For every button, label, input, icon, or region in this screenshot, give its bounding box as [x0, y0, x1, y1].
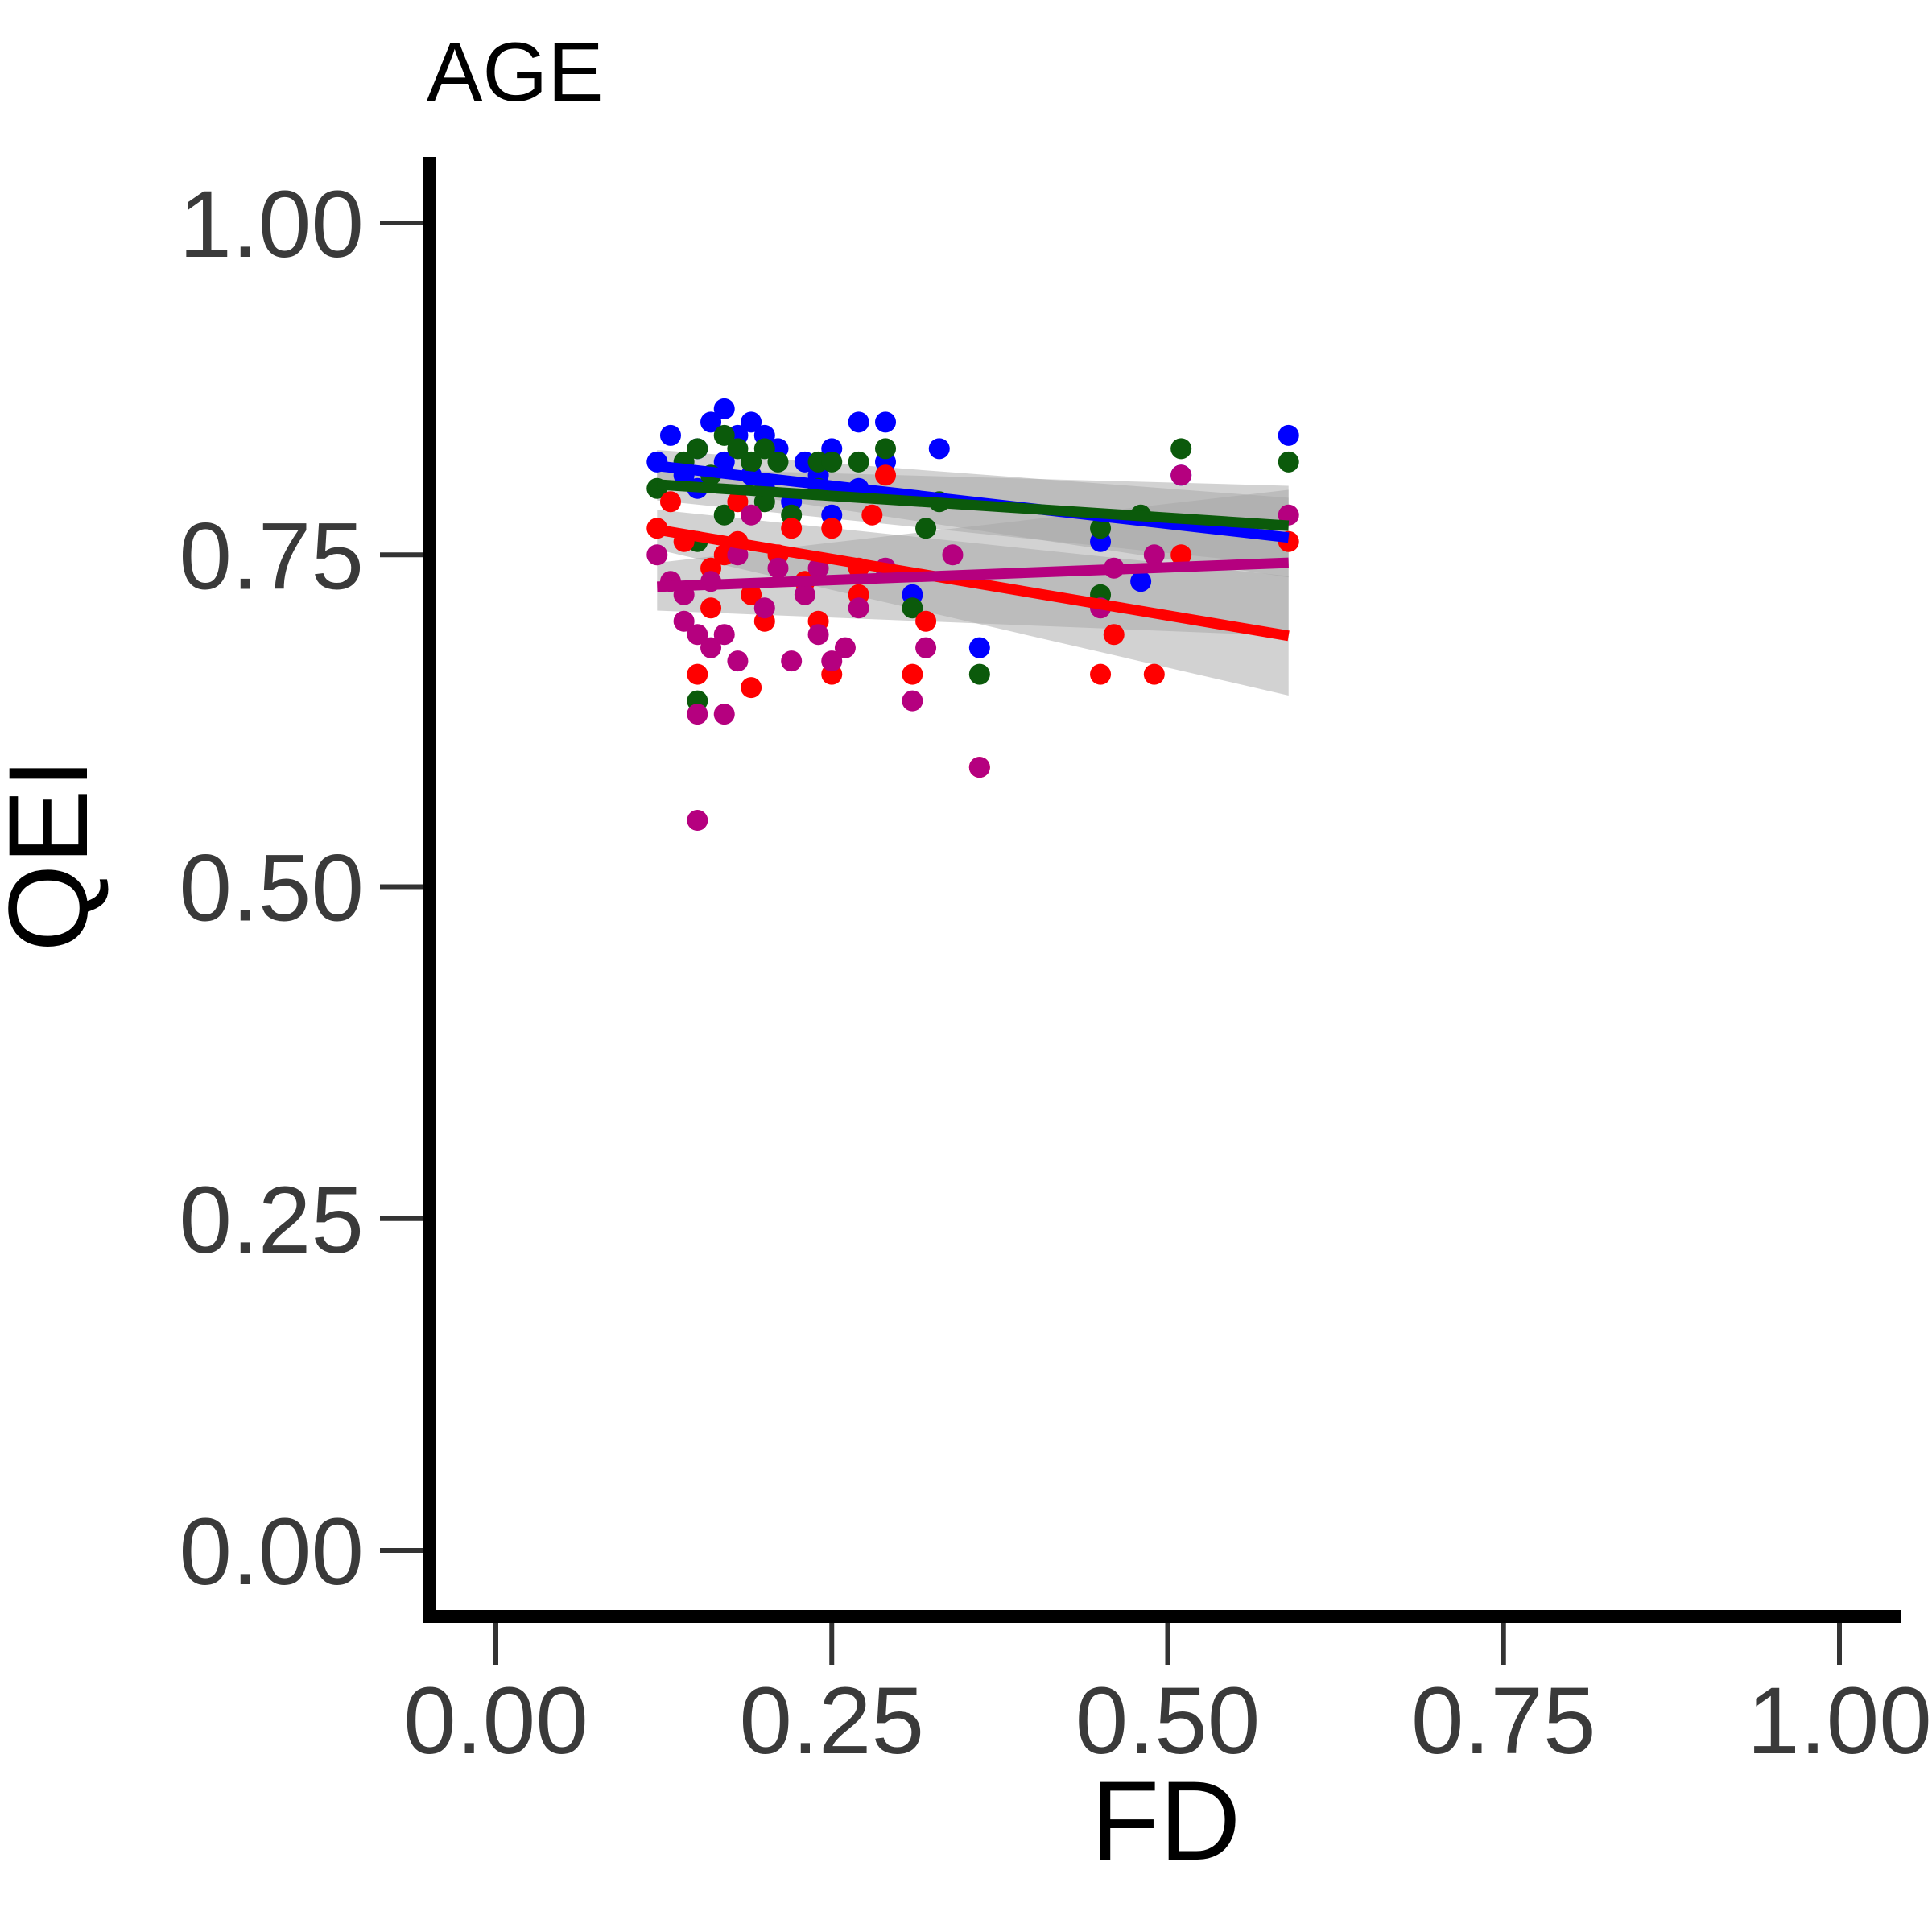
- data-point-2-7: [727, 491, 749, 513]
- x-tick-label-2: 0.50: [1075, 1668, 1261, 1774]
- fit-line-1: [656, 479, 1290, 531]
- data-point-2-3: [687, 663, 708, 685]
- data-point-0-29: [1278, 424, 1299, 446]
- x-tick-label-0: 0.00: [403, 1668, 588, 1774]
- data-point-3-31: [1170, 464, 1192, 486]
- data-point-1-19: [915, 518, 937, 539]
- data-point-3-26: [942, 544, 964, 566]
- data-point-3-4: [687, 704, 708, 725]
- data-points: [646, 398, 1299, 832]
- fit-line-3: [657, 557, 1289, 592]
- data-point-0-7: [713, 451, 735, 473]
- data-point-3-18: [807, 624, 829, 646]
- y-tick-label-1: 0.25: [179, 1167, 364, 1274]
- data-point-3-17: [794, 584, 815, 605]
- data-point-1-21: [968, 663, 990, 685]
- confidence-band-3: [657, 489, 1289, 636]
- data-point-1-8: [741, 451, 762, 473]
- data-point-1-16: [848, 451, 869, 473]
- data-point-3-6: [687, 624, 708, 646]
- data-point-0-27: [1130, 571, 1152, 592]
- data-point-2-28: [1170, 544, 1192, 566]
- data-point-0-10: [741, 411, 762, 433]
- data-point-2-27: [1143, 663, 1165, 685]
- fit-line-2: [656, 524, 1290, 642]
- x-tick-label-3: 0.75: [1411, 1668, 1596, 1774]
- y-tick-label-0: 0.00: [179, 1499, 364, 1605]
- y-tick-label-4: 1.00: [179, 171, 364, 278]
- data-point-0-6: [713, 398, 735, 419]
- data-point-2-22: [902, 663, 923, 685]
- data-point-1-9: [753, 438, 775, 460]
- data-point-3-8: [700, 637, 722, 658]
- data-point-1-15: [821, 451, 843, 473]
- data-point-0-24: [928, 438, 950, 460]
- data-point-3-24: [902, 690, 923, 712]
- data-point-2-9: [741, 677, 762, 699]
- data-point-3-12: [727, 544, 749, 566]
- data-point-3-3: [673, 610, 695, 632]
- data-point-1-25: [1170, 438, 1192, 460]
- data-point-2-26: [1103, 624, 1125, 646]
- data-point-3-9: [713, 704, 735, 725]
- data-point-2-23: [915, 610, 937, 632]
- axes: 0.00 0.25 0.50 0.75 1.00 0.00 0.25 0.50 0.75 1.00: [179, 157, 1932, 1774]
- data-point-3-13: [741, 504, 762, 526]
- x-axis-title: FD: [1091, 1757, 1241, 1884]
- data-point-3-15: [767, 557, 789, 579]
- data-point-1-2: [687, 438, 708, 460]
- data-point-1-17: [875, 438, 897, 460]
- data-point-1-11: [767, 451, 789, 473]
- data-point-0-1: [659, 424, 681, 446]
- data-point-0-5: [700, 411, 722, 433]
- data-point-3-21: [834, 637, 856, 658]
- data-point-2-21: [875, 464, 897, 486]
- data-point-3-22: [848, 597, 869, 619]
- plot-title: AGE: [427, 26, 604, 119]
- fit-lines: [656, 460, 1290, 642]
- data-point-3-11: [727, 650, 749, 672]
- data-point-1-5: [713, 424, 735, 446]
- x-tick-label-4: 1.00: [1747, 1668, 1932, 1774]
- data-point-0-21: [875, 411, 897, 433]
- data-point-2-25: [1090, 663, 1112, 685]
- y-tick-label-3: 0.75: [179, 503, 364, 609]
- data-point-3-20: [821, 650, 843, 672]
- data-point-2-13: [781, 518, 803, 539]
- data-point-3-5: [687, 810, 708, 832]
- data-point-1-26: [1278, 451, 1299, 473]
- data-point-0-19: [848, 411, 869, 433]
- data-point-1-18: [902, 597, 923, 619]
- data-point-3-14: [753, 597, 775, 619]
- data-point-1-6: [713, 504, 735, 526]
- y-axis-title: QEI: [0, 758, 111, 952]
- data-point-3-10: [713, 624, 735, 646]
- data-point-1-7: [727, 438, 749, 460]
- data-point-0-25: [968, 637, 990, 658]
- x-tick-label-1: 0.25: [739, 1668, 924, 1774]
- data-point-2-5: [700, 597, 722, 619]
- data-point-2-20: [861, 504, 883, 526]
- data-point-3-27: [968, 757, 990, 778]
- data-point-3-30: [1143, 544, 1165, 566]
- data-point-1-22: [1090, 518, 1112, 539]
- data-point-3-16: [781, 650, 803, 672]
- data-point-3-25: [915, 637, 937, 658]
- y-tick-label-2: 0.50: [179, 836, 364, 942]
- data-point-2-1: [659, 491, 681, 513]
- data-point-2-10: [741, 584, 762, 605]
- data-point-3-0: [646, 544, 668, 566]
- data-point-2-17: [821, 518, 843, 539]
